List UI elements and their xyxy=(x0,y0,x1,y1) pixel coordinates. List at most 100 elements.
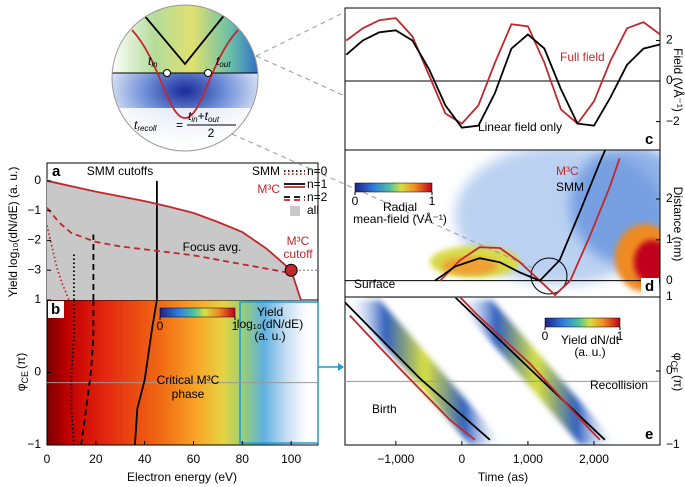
numerator: tin+tout xyxy=(188,109,220,124)
x-axis-label: Electron energy (eV) xyxy=(127,470,237,484)
sub: in xyxy=(191,115,198,124)
colorbar xyxy=(159,307,236,318)
x-tick-label: 60 xyxy=(187,452,201,466)
annotation: Surface xyxy=(354,277,396,291)
letter-box xyxy=(641,426,659,444)
panel-letter: c xyxy=(645,131,653,148)
x-tick-label: 40 xyxy=(138,452,152,466)
annotation: Focus avg. xyxy=(183,240,242,254)
legend-label: n=2 xyxy=(307,190,328,204)
legend-group: SMM xyxy=(252,164,280,178)
legend-label: n=0 xyxy=(307,164,328,178)
line xyxy=(47,180,302,300)
series-label: M³C xyxy=(556,164,579,178)
y-tick-label: 0 xyxy=(34,173,41,187)
colorbar-tick-label: 0 xyxy=(542,329,549,343)
line xyxy=(70,300,75,445)
x-axis-label: Time (as) xyxy=(478,470,528,484)
y-tick-label: 1 xyxy=(34,292,41,306)
sub: recoll xyxy=(137,124,156,133)
panel-letter: d xyxy=(645,278,654,295)
y-axis-label: Field (VÅ⁻¹) xyxy=(671,48,685,112)
colorbar-label: log₁₀(dN/dE) xyxy=(237,317,303,331)
y-tick-label: 2 xyxy=(666,33,673,47)
colorbar xyxy=(354,182,433,193)
annotation: Recollision xyxy=(590,378,648,392)
panel-letter: b xyxy=(51,301,60,318)
colorbar-tick-label: 1 xyxy=(617,329,624,343)
line xyxy=(345,29,660,129)
panel-letter: a xyxy=(52,163,61,180)
series-label: SMM xyxy=(556,180,584,194)
colorbar-tick-label: 0 xyxy=(157,319,164,333)
x-tick-label: 1,000 xyxy=(513,452,543,466)
y-axis-label: φCE (π) xyxy=(14,353,30,392)
line xyxy=(345,301,491,441)
x-tick-label: 80 xyxy=(236,452,250,466)
y-tick-label: −1 xyxy=(666,437,680,451)
annotation: SMM cutoffs xyxy=(87,164,153,178)
colorbar-tick-label: 0 xyxy=(352,194,359,208)
sub: in xyxy=(151,60,158,69)
line xyxy=(134,300,158,445)
symbol: φ xyxy=(14,383,28,391)
legend-label: all xyxy=(307,203,319,217)
colorbar-label: mean-field (VÅ⁻¹) xyxy=(353,211,447,226)
colorbar-label: (a. u.) xyxy=(574,345,605,359)
denominator: 2 xyxy=(208,126,215,140)
y-tick-label: 0 xyxy=(34,365,41,379)
colorbar xyxy=(544,317,621,328)
unit: (π) xyxy=(671,375,685,391)
y-axis-label: Distance (nm) xyxy=(671,187,685,262)
t-out: tout xyxy=(216,54,231,69)
annotation: Birth xyxy=(372,402,397,416)
t: t xyxy=(188,109,192,123)
line xyxy=(434,150,607,282)
line xyxy=(345,17,660,125)
y-tick-label: −2 xyxy=(666,114,680,128)
sub: out xyxy=(219,60,231,69)
y-tick-label: 0 xyxy=(666,363,673,377)
x-tick-label: 0 xyxy=(44,452,51,466)
letter-box xyxy=(641,131,659,149)
inset: tin tout trecoll = tin+tout 2 xyxy=(111,4,259,152)
y-tick-label: −3 xyxy=(27,262,41,276)
labels: a b c d e SMM cutoffs Focus avg. M³C cut… xyxy=(6,48,685,484)
line xyxy=(47,225,70,300)
series-label: Full field xyxy=(560,50,605,64)
symbol: φ xyxy=(671,353,685,361)
unit: (π) xyxy=(14,353,28,369)
y-tick-label: −1 xyxy=(27,437,41,451)
equals: = xyxy=(176,118,183,132)
t: t xyxy=(216,54,220,68)
series-label: Linear field only xyxy=(478,120,562,134)
plus: + xyxy=(198,109,205,123)
t-in: tin xyxy=(148,54,158,69)
annotation: Critical M³C xyxy=(157,373,220,387)
x-tick-label: 2,000 xyxy=(579,452,609,466)
legend-swatch xyxy=(290,206,300,216)
y-tick-label: 2 xyxy=(666,191,673,205)
colorbar-label: Yield xyxy=(257,305,283,319)
colorbar-tick-label: 1 xyxy=(232,319,239,333)
t: t xyxy=(148,54,152,68)
y-tick-label: 1 xyxy=(666,289,673,303)
t-recoll: trecoll xyxy=(134,118,157,133)
letter-box xyxy=(48,301,64,318)
x-tick-label: 100 xyxy=(281,452,301,466)
annotation: phase xyxy=(172,387,205,401)
heatmap-b xyxy=(47,300,318,445)
annotation: cutoff xyxy=(283,247,313,261)
y-tick-label: 0 xyxy=(666,73,673,87)
line xyxy=(47,207,292,275)
legend-group: M³C xyxy=(257,182,280,196)
letter-box xyxy=(641,278,659,296)
y-axis-label: φCE (π) xyxy=(669,353,685,392)
y-tick-label: −1 xyxy=(27,203,41,217)
colorbar-tick-label: 1 xyxy=(429,194,436,208)
sub: CE xyxy=(669,360,679,373)
line xyxy=(364,297,601,441)
panel-letter: e xyxy=(645,426,653,443)
area xyxy=(47,179,301,300)
